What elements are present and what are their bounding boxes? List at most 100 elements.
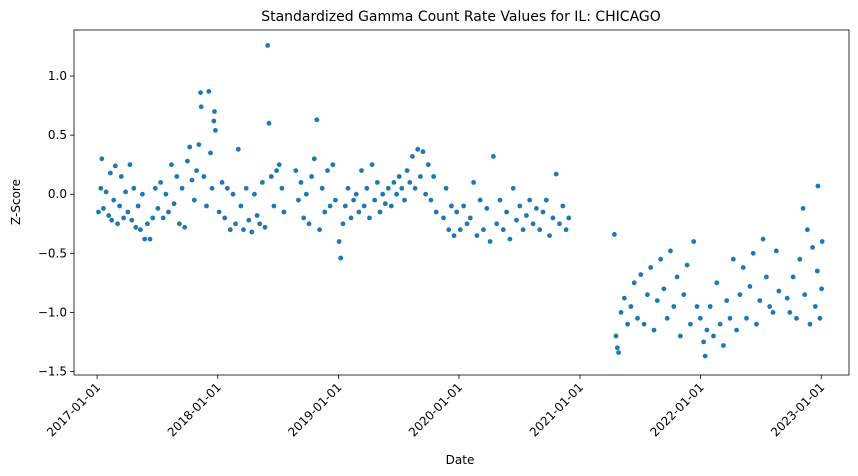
data-point <box>160 215 166 221</box>
data-point <box>380 191 386 197</box>
data-point <box>330 162 336 168</box>
data-point <box>211 118 217 124</box>
data-point <box>415 146 421 152</box>
data-point <box>145 221 150 227</box>
data-point <box>449 203 454 209</box>
data-point <box>691 239 697 244</box>
data-point <box>353 191 359 197</box>
data-point <box>744 315 749 321</box>
data-point <box>563 227 569 233</box>
data-point <box>369 162 375 168</box>
data-point <box>474 233 480 239</box>
data-point <box>348 215 354 221</box>
data-point <box>658 256 663 262</box>
data-point <box>260 180 265 185</box>
data-point <box>802 292 808 298</box>
data-point <box>410 154 415 159</box>
data-point <box>441 215 446 221</box>
data-point <box>391 180 397 185</box>
data-point <box>338 255 344 261</box>
data-point <box>817 315 823 321</box>
data-point <box>451 233 457 239</box>
data-point <box>129 217 135 223</box>
x-tick-label: 2023-01-01 <box>768 380 827 439</box>
data-point <box>520 227 526 233</box>
data-point <box>189 177 195 183</box>
data-point <box>425 162 431 168</box>
data-point <box>249 229 255 235</box>
data-point <box>364 185 370 191</box>
y-tick-label: 1.0 <box>48 69 67 83</box>
data-point <box>377 209 383 215</box>
data-point <box>534 206 539 211</box>
data-point <box>396 174 402 179</box>
data-point <box>361 203 367 209</box>
data-point <box>399 185 405 191</box>
data-point <box>815 183 821 189</box>
data-point <box>322 209 328 215</box>
data-point <box>661 286 667 292</box>
plot-frame <box>73 29 850 376</box>
data-point <box>727 315 733 321</box>
data-point <box>550 215 556 221</box>
data-point <box>717 321 723 327</box>
data-point <box>812 304 818 309</box>
data-point <box>616 350 621 355</box>
data-point <box>296 197 301 203</box>
data-point <box>204 203 209 209</box>
x-axis-title: Date <box>446 453 475 467</box>
data-point <box>504 209 509 215</box>
data-point <box>524 213 529 218</box>
data-point <box>537 227 543 233</box>
data-point <box>543 197 549 203</box>
data-point <box>266 120 272 126</box>
data-point <box>345 185 351 191</box>
data-point <box>309 174 314 179</box>
x-tick-label: 2020-01-01 <box>406 380 465 439</box>
data-point <box>553 171 559 177</box>
data-point <box>201 174 207 179</box>
data-point <box>103 189 109 195</box>
data-point <box>674 274 680 280</box>
data-point <box>566 215 572 221</box>
data-point <box>764 274 769 280</box>
data-point <box>694 304 700 309</box>
data-point <box>243 185 249 191</box>
data-point <box>198 104 204 110</box>
data-point <box>711 333 716 339</box>
data-point <box>714 280 720 286</box>
data-point <box>404 168 410 174</box>
data-point <box>631 280 637 286</box>
data-point <box>790 274 796 280</box>
data-point <box>654 298 660 303</box>
data-point <box>638 272 644 277</box>
y-tick-label: 0.0 <box>48 187 67 201</box>
data-point <box>152 185 158 191</box>
y-tick-label: 0.5 <box>48 128 67 142</box>
data-point <box>757 298 763 303</box>
data-point <box>510 185 516 191</box>
data-point <box>271 203 277 209</box>
data-point <box>621 295 627 301</box>
data-point <box>648 265 654 270</box>
data-point <box>402 197 407 203</box>
data-point <box>216 209 222 215</box>
data-point <box>794 315 799 321</box>
data-point <box>613 333 619 339</box>
data-point <box>471 180 476 185</box>
data-point <box>494 221 500 227</box>
data-point <box>394 191 399 197</box>
data-point <box>169 162 174 168</box>
data-point <box>484 206 490 211</box>
data-point <box>776 288 782 294</box>
data-point <box>227 227 233 233</box>
data-point <box>262 224 268 230</box>
data-point <box>319 185 325 191</box>
y-axis-title: Z-Score <box>9 179 23 225</box>
data-point <box>420 149 426 155</box>
x-tick-label: 2019-01-01 <box>285 380 344 439</box>
data-point <box>327 203 333 209</box>
data-point <box>668 248 673 254</box>
data-point <box>177 221 182 227</box>
data-point <box>807 321 813 327</box>
